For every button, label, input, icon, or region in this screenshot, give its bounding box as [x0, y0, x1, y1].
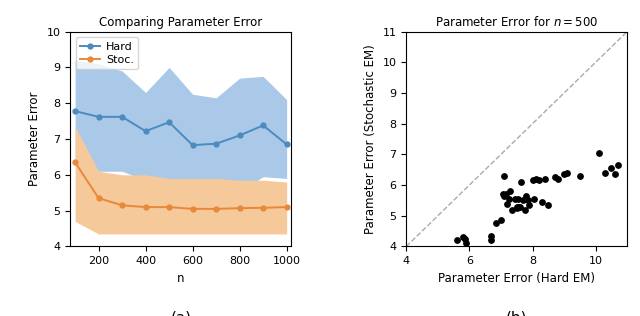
Point: [499, 193, 509, 198]
Point: [552, 176, 563, 181]
Hard: [165, 120, 173, 124]
Point: [506, 189, 516, 194]
Point: [594, 150, 604, 155]
Point: [612, 163, 623, 168]
Hard: [95, 115, 102, 119]
Text: (b): (b): [506, 311, 527, 316]
Point: [531, 176, 541, 181]
Point: [521, 193, 531, 198]
Stoc.: [259, 206, 267, 210]
Stoc.: [236, 206, 243, 210]
Hard: [283, 143, 291, 146]
Point: [559, 172, 569, 177]
Stoc.: [165, 205, 173, 209]
Line: Stoc.: Stoc.: [73, 160, 289, 211]
Point: [606, 166, 616, 171]
Point: [540, 176, 550, 181]
Point: [461, 241, 471, 246]
Stoc.: [118, 204, 126, 207]
Point: [452, 238, 462, 243]
Title: Parameter Error for $n = 500$: Parameter Error for $n = 500$: [435, 15, 598, 29]
Hard: [118, 115, 126, 119]
Point: [496, 218, 506, 223]
Point: [491, 221, 501, 226]
Point: [511, 206, 522, 211]
Point: [507, 207, 517, 212]
Hard: [71, 109, 79, 113]
Point: [543, 203, 554, 208]
Stoc.: [212, 207, 220, 211]
Point: [534, 178, 544, 183]
Point: [486, 238, 497, 243]
Point: [523, 198, 533, 203]
Line: Hard: Hard: [73, 109, 289, 148]
Point: [600, 170, 610, 175]
Point: [537, 199, 547, 204]
Hard: [259, 124, 267, 127]
Hard: [142, 129, 150, 133]
X-axis label: Parameter Error (Hard EM): Parameter Error (Hard EM): [438, 272, 595, 285]
Hard: [236, 134, 243, 137]
Point: [529, 196, 540, 201]
Text: (a): (a): [170, 311, 191, 316]
Hard: [189, 143, 196, 147]
Point: [510, 196, 520, 201]
X-axis label: n: n: [177, 272, 184, 285]
Point: [499, 173, 509, 179]
Point: [515, 204, 525, 209]
Point: [486, 233, 497, 238]
Stoc.: [189, 207, 196, 211]
Point: [458, 235, 468, 240]
Stoc.: [95, 196, 102, 200]
Point: [524, 203, 534, 208]
Y-axis label: Parameter Error (Stochastic EM): Parameter Error (Stochastic EM): [364, 44, 377, 234]
Point: [511, 204, 522, 209]
Legend: Hard, Stoc.: Hard, Stoc.: [76, 37, 138, 70]
Point: [500, 192, 511, 197]
Point: [527, 178, 538, 183]
Point: [518, 198, 528, 203]
Point: [520, 207, 530, 212]
Point: [513, 196, 524, 201]
Point: [460, 236, 470, 241]
Stoc.: [142, 205, 150, 209]
Stoc.: [283, 205, 291, 209]
Stoc.: [71, 161, 79, 164]
Hard: [212, 142, 220, 146]
Point: [513, 204, 524, 209]
Point: [550, 175, 560, 180]
Title: Comparing Parameter Error: Comparing Parameter Error: [99, 16, 262, 29]
Point: [504, 196, 514, 201]
Point: [609, 172, 620, 177]
Point: [502, 201, 513, 206]
Y-axis label: Parameter Error: Parameter Error: [28, 92, 41, 186]
Point: [562, 170, 572, 175]
Point: [575, 173, 585, 179]
Point: [516, 179, 527, 185]
Point: [497, 192, 508, 197]
